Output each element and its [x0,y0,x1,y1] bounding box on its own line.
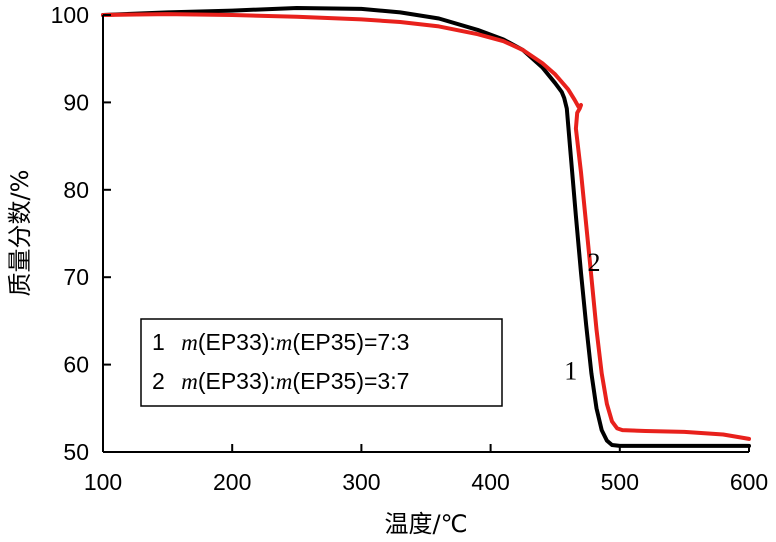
annotations-group: 12 [564,248,600,385]
curves-group [101,6,751,448]
legend-entry-1: 1 m(EP33):m(EP35)=7:3 [152,329,409,355]
x-tick-label-300: 300 [342,469,380,495]
y-tick-label-70: 70 [63,264,89,290]
curve-label-2: 2 [587,248,600,277]
ticks-group: 100 200 300 400 500 600 50 60 70 80 90 100 [51,2,769,495]
y-tick-label-60: 60 [63,352,89,378]
y-tick-label-90: 90 [63,89,89,115]
legend-entry-2: 2 m(EP33):m(EP35)=3:7 [152,368,409,394]
x-tick-label-400: 400 [471,469,509,495]
y-axis-title: 质量分数/% [6,170,34,297]
y-tick-label-80: 80 [63,177,89,203]
legend: 1 m(EP33):m(EP35)=7:3 2 m(EP33):m(EP35)=… [140,318,503,407]
legend-box [140,318,503,407]
y-tick-label-100: 100 [51,2,89,28]
axes-group [102,15,749,453]
legend-entry-2-m1: m [181,369,198,394]
curve-label-1: 1 [564,356,577,385]
x-tick-label-500: 500 [601,469,639,495]
legend-entry-1-m1: m [181,330,198,355]
legend-entry-2-m2: m [276,369,293,394]
x-tick-label-100: 100 [84,469,122,495]
series-2-line [101,12,751,441]
legend-entry-2-mid: (EP33): [198,368,276,394]
legend-entry-1-mid: (EP33): [198,329,276,355]
x-axis-title: 温度/℃ [384,510,467,538]
x-tick-label-200: 200 [213,469,251,495]
legend-entry-2-rest: (EP35)=3:7 [292,368,409,394]
legend-entry-1-m2: m [276,330,293,355]
legend-entry-1-num: 1 [152,329,165,355]
y-tick-label-50: 50 [63,439,89,465]
x-tick-label-600: 600 [730,469,768,495]
legend-entry-1-rest: (EP35)=7:3 [292,329,409,355]
legend-entry-2-num: 2 [152,368,165,394]
series-1-line [101,6,751,448]
